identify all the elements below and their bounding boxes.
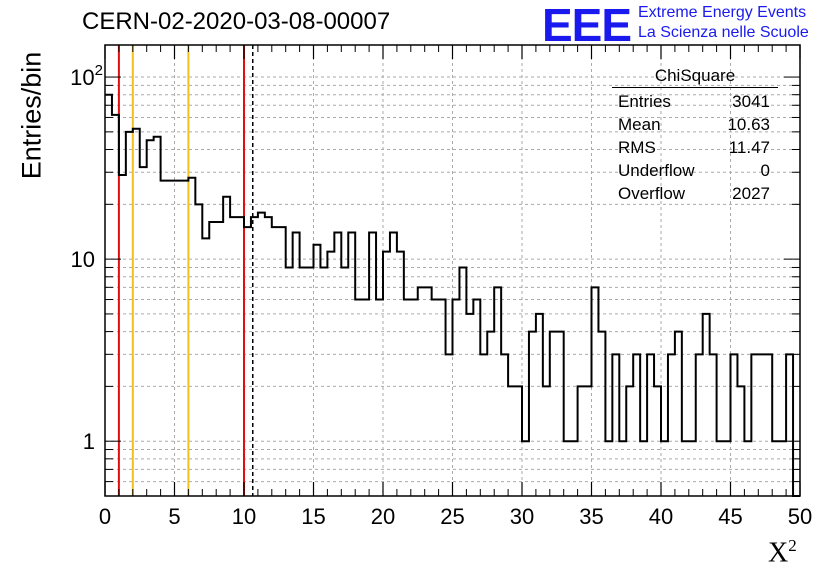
logo-line-2: La Scienza nelle Scuole	[638, 24, 809, 41]
x-tick-label: 30	[510, 504, 534, 529]
y-tick-label: 10	[71, 247, 95, 272]
x-tick-label: 35	[579, 504, 603, 529]
stats-row: RMS 11.47	[618, 138, 770, 157]
y-axis-label: Entries/bin	[16, 51, 47, 180]
logo-line-1: Extreme Energy Events	[638, 4, 807, 21]
y-tick-label: 102	[70, 62, 103, 90]
eee-logo: EEE	[542, 0, 632, 51]
stats-row: Entries 3041	[618, 92, 770, 111]
histogram-line	[105, 93, 800, 497]
x-axis-label: X2	[768, 536, 797, 569]
stats-row: Overflow 2027	[618, 184, 770, 203]
grid-lines	[105, 45, 800, 496]
axis-ticks: 0 5 10 15 20 25 30 35 40 45 50 1 10 102	[70, 45, 812, 529]
stats-row: Mean 10.63	[618, 115, 770, 134]
y-tick-label: 1	[83, 429, 95, 454]
x-tick-label: 15	[301, 504, 325, 529]
x-tick-label: 40	[649, 504, 673, 529]
x-tick-label: 5	[168, 504, 180, 529]
reference-lines	[117, 45, 254, 496]
x-tick-label: 0	[99, 504, 111, 529]
x-tick-label: 10	[232, 504, 256, 529]
stats-row: Underflow 0	[618, 161, 770, 180]
x-tick-label: 45	[718, 504, 742, 529]
stats-title: ChiSquare	[612, 66, 778, 88]
stats-box: ChiSquare Entries 3041 Mean 10.63 RMS 11.47…	[612, 66, 778, 205]
chart-title: CERN-02-2020-03-08-00007	[82, 8, 391, 35]
x-tick-label: 20	[371, 504, 395, 529]
x-tick-label: 25	[440, 504, 464, 529]
histogram-bins	[105, 93, 800, 497]
x-tick-label: 50	[788, 504, 812, 529]
